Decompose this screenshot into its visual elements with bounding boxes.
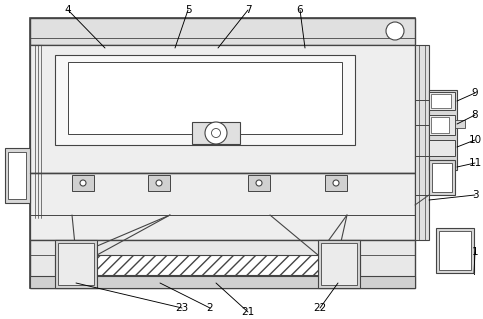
Text: 2: 2 xyxy=(207,303,213,313)
Bar xyxy=(415,45,429,240)
Text: 5: 5 xyxy=(185,5,191,15)
Circle shape xyxy=(386,22,404,40)
Bar xyxy=(325,175,347,191)
Circle shape xyxy=(205,122,227,144)
Bar xyxy=(429,90,457,170)
Text: 4: 4 xyxy=(65,5,71,15)
Text: 8: 8 xyxy=(472,110,478,120)
Bar xyxy=(55,55,355,145)
Bar xyxy=(248,175,270,191)
Bar xyxy=(68,62,342,134)
Text: 6: 6 xyxy=(297,5,303,15)
Bar xyxy=(30,18,415,288)
Circle shape xyxy=(80,180,86,186)
Text: 11: 11 xyxy=(469,158,482,168)
Bar xyxy=(5,148,30,203)
Bar xyxy=(55,240,97,288)
Text: 1: 1 xyxy=(472,247,478,257)
Text: 10: 10 xyxy=(469,135,482,145)
Bar xyxy=(431,94,451,108)
Bar xyxy=(429,115,455,135)
Circle shape xyxy=(156,180,162,186)
Bar xyxy=(429,140,455,156)
Bar xyxy=(58,243,94,285)
Circle shape xyxy=(256,180,262,186)
Bar xyxy=(30,276,415,288)
Bar xyxy=(30,240,415,288)
Text: 9: 9 xyxy=(472,88,478,98)
Bar xyxy=(431,117,449,133)
Bar xyxy=(429,92,455,110)
Bar xyxy=(8,152,26,199)
Bar xyxy=(432,163,452,192)
Bar xyxy=(429,160,455,195)
Bar xyxy=(436,228,474,273)
Text: 21: 21 xyxy=(242,307,255,317)
Bar xyxy=(439,231,471,270)
Bar xyxy=(30,45,42,245)
Bar xyxy=(55,255,360,275)
Text: 22: 22 xyxy=(313,303,327,313)
Bar xyxy=(318,240,360,288)
Text: 7: 7 xyxy=(245,5,251,15)
Bar xyxy=(192,122,240,144)
Bar xyxy=(455,120,465,128)
Circle shape xyxy=(333,180,339,186)
Circle shape xyxy=(212,129,221,137)
Bar xyxy=(148,175,170,191)
Bar xyxy=(321,243,357,285)
Text: 3: 3 xyxy=(472,190,478,200)
Bar xyxy=(30,45,415,173)
Bar xyxy=(30,173,415,240)
Text: 23: 23 xyxy=(175,303,189,313)
Bar xyxy=(72,175,94,191)
Bar xyxy=(30,18,415,45)
